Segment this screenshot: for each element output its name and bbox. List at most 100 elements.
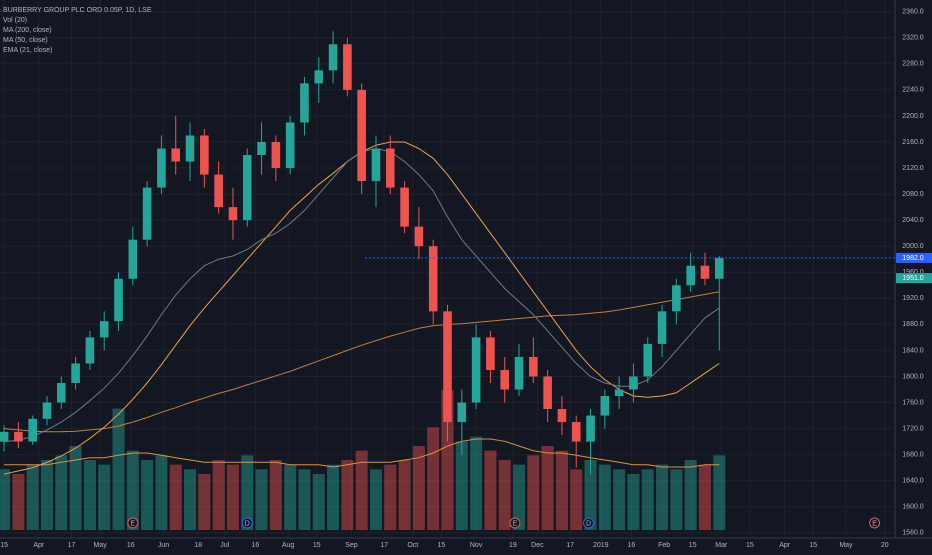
x-tick-label: Aug <box>282 542 295 549</box>
x-tick-label: 17 <box>566 542 574 549</box>
candle-body <box>228 207 238 221</box>
legend-volume: Vol (20) <box>3 17 27 24</box>
volume-bar <box>584 460 597 530</box>
y-tick-label: 1680.0 <box>902 451 924 458</box>
candle-body <box>257 141 266 156</box>
candle-body <box>400 187 409 227</box>
candle-body <box>171 148 181 162</box>
candle-body <box>571 422 581 442</box>
candle-body <box>600 396 610 416</box>
volume-bar <box>541 446 554 530</box>
candle-body <box>371 148 381 182</box>
candle-body <box>357 89 366 182</box>
last-price-box <box>896 252 932 263</box>
candle-body <box>686 265 695 286</box>
candle-body <box>486 337 495 370</box>
candle-body <box>500 369 510 390</box>
x-tick-label: 18 <box>194 542 202 549</box>
volume-bar <box>12 474 25 530</box>
volume-bar <box>155 455 168 530</box>
candle-body <box>457 402 467 423</box>
volume-bar <box>69 446 82 530</box>
last-price-label: 1982.0 <box>902 255 924 262</box>
candle-body <box>343 44 352 90</box>
x-tick-label: Feb <box>658 542 670 549</box>
event-label: D <box>586 520 591 527</box>
volume-bar <box>0 469 11 530</box>
candle-body <box>114 278 123 322</box>
volume-bar <box>241 455 254 530</box>
volume-bar <box>226 464 239 530</box>
candle-body <box>385 148 395 188</box>
volume-bar <box>441 390 454 530</box>
volume-bar <box>455 441 468 530</box>
candle-body <box>328 44 338 71</box>
y-tick-label: 2320.0 <box>902 35 924 42</box>
volume-bar <box>513 464 526 530</box>
legend-ma50: MA (50, close) <box>3 37 48 44</box>
volume-bar <box>198 474 211 530</box>
volume-bar <box>398 460 411 530</box>
candle-body <box>99 321 109 338</box>
candle-body <box>214 174 223 208</box>
event-label: D <box>245 520 250 527</box>
volume-bar <box>327 464 340 530</box>
volume-bar <box>55 455 68 530</box>
candle-body <box>514 356 524 390</box>
x-tick-label: 17 <box>68 542 76 549</box>
y-tick-label: 1800.0 <box>902 373 924 380</box>
candle-body <box>443 311 452 423</box>
volume-bar <box>284 464 297 530</box>
y-tick-label: 1560.0 <box>902 530 924 537</box>
event-marker <box>869 517 881 529</box>
y-tick-label: 2000.0 <box>902 243 924 250</box>
candle-body <box>428 246 438 312</box>
x-tick-label: May <box>94 542 108 549</box>
x-tick-label: 20 <box>881 542 889 549</box>
volume-bar <box>369 469 382 530</box>
candle-body <box>57 382 66 403</box>
volume-bar <box>713 455 726 530</box>
candle-body <box>200 135 209 175</box>
x-tick-label: 15 <box>0 542 8 549</box>
volume-bar <box>427 427 440 530</box>
x-tick-label: 15 <box>809 542 817 549</box>
x-tick-label: Jul <box>220 542 229 549</box>
y-tick-label: 2200.0 <box>902 113 924 120</box>
volume-bar <box>570 469 583 530</box>
candle-body <box>0 431 9 442</box>
plot <box>0 31 895 530</box>
x-tick-label: Sep <box>345 542 358 549</box>
event-label: E <box>513 520 518 527</box>
volume-ma-line <box>4 438 720 468</box>
x-tick-label: 15 <box>437 542 445 549</box>
volume-bar <box>684 460 697 530</box>
candle-body <box>285 122 295 169</box>
x-tick-label: Jun <box>158 542 169 549</box>
candle-body <box>700 265 710 279</box>
candle-body <box>471 337 481 403</box>
volume-bar <box>141 460 154 530</box>
event-label: E <box>130 520 135 527</box>
volume-bar <box>656 464 669 530</box>
volume-bar <box>341 460 354 530</box>
volume-bar <box>412 446 425 530</box>
volume-bar <box>83 460 96 530</box>
candle-body <box>414 226 424 247</box>
volume-bar <box>627 474 640 530</box>
volume-bar <box>670 469 683 530</box>
event-marker <box>582 517 594 529</box>
volume-bar <box>555 450 568 530</box>
x-tick-label: Apr <box>779 542 791 549</box>
x-tick-label: Oct <box>407 542 418 549</box>
y-tick-label: 1720.0 <box>902 425 924 432</box>
y-tick-label: 2080.0 <box>902 191 924 198</box>
event-marker <box>241 517 253 529</box>
candle-body <box>586 415 595 442</box>
candle-body <box>185 135 195 162</box>
volume-bar <box>112 408 125 530</box>
candle-body <box>643 343 653 377</box>
legend-ma200: MA (200, close) <box>3 27 52 34</box>
event-marker <box>509 517 521 529</box>
